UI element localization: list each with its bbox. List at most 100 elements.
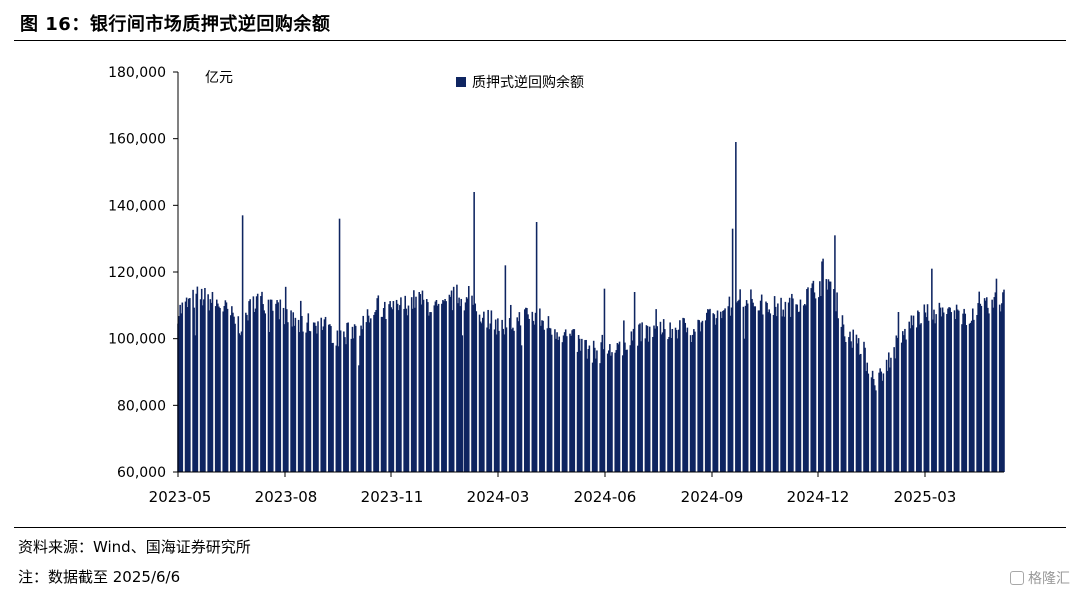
bar bbox=[849, 331, 851, 472]
bar bbox=[369, 318, 372, 472]
bar bbox=[829, 281, 832, 472]
bar bbox=[623, 320, 625, 472]
bar bbox=[238, 333, 241, 472]
bar bbox=[610, 355, 612, 472]
bar bbox=[621, 355, 624, 472]
bar bbox=[736, 302, 738, 472]
bar bbox=[347, 322, 349, 472]
bar bbox=[437, 303, 440, 472]
bar bbox=[721, 318, 723, 472]
bar bbox=[359, 335, 361, 472]
bar bbox=[859, 353, 862, 472]
bar bbox=[571, 330, 573, 472]
bar bbox=[668, 336, 670, 472]
bar bbox=[894, 358, 897, 472]
bar bbox=[962, 313, 964, 472]
bar bbox=[905, 339, 907, 472]
bar bbox=[917, 310, 919, 472]
bar bbox=[263, 310, 265, 472]
bar bbox=[313, 322, 316, 472]
bar bbox=[851, 347, 853, 472]
bar bbox=[679, 320, 681, 472]
bar bbox=[592, 340, 595, 472]
bar bbox=[835, 311, 837, 472]
bar bbox=[275, 303, 277, 472]
bar bbox=[215, 299, 218, 472]
bar bbox=[531, 311, 534, 472]
bar bbox=[856, 343, 859, 472]
bar bbox=[719, 311, 722, 472]
bar bbox=[985, 297, 988, 472]
bar bbox=[742, 306, 745, 472]
bar bbox=[653, 325, 655, 472]
bar bbox=[606, 353, 609, 472]
bar bbox=[368, 322, 371, 472]
bar bbox=[253, 311, 256, 472]
bar bbox=[728, 296, 731, 472]
bar bbox=[307, 313, 310, 472]
bar bbox=[858, 354, 861, 472]
bar bbox=[870, 377, 873, 472]
bar bbox=[791, 293, 793, 472]
bar bbox=[788, 297, 791, 472]
bar bbox=[758, 310, 761, 472]
bar bbox=[760, 294, 763, 472]
bar bbox=[194, 335, 197, 472]
bar bbox=[810, 288, 813, 472]
bar bbox=[525, 307, 527, 472]
bar bbox=[599, 363, 601, 472]
bar bbox=[392, 301, 395, 472]
bar bbox=[955, 304, 958, 472]
bar bbox=[481, 317, 484, 472]
bar bbox=[825, 279, 828, 472]
bar bbox=[792, 298, 794, 472]
bar bbox=[366, 309, 369, 472]
bar bbox=[953, 310, 956, 472]
bar bbox=[988, 313, 990, 472]
bar bbox=[472, 304, 474, 472]
x-tick-label: 2023-08 bbox=[255, 488, 318, 506]
bar bbox=[654, 328, 656, 472]
bar bbox=[570, 335, 572, 472]
bar bbox=[697, 319, 699, 472]
bar bbox=[285, 309, 288, 472]
bar bbox=[218, 306, 220, 472]
bar bbox=[896, 337, 899, 472]
bar bbox=[698, 320, 701, 472]
bar bbox=[713, 314, 716, 472]
bar bbox=[731, 228, 734, 472]
bar bbox=[262, 304, 264, 472]
bar bbox=[901, 331, 904, 472]
bar bbox=[701, 320, 704, 472]
bar bbox=[495, 334, 498, 472]
bar bbox=[508, 318, 511, 472]
bar bbox=[358, 365, 360, 472]
bar bbox=[629, 345, 632, 472]
bar bbox=[399, 305, 401, 472]
bar bbox=[828, 281, 831, 472]
bar bbox=[564, 329, 567, 472]
bar bbox=[768, 309, 771, 472]
bar bbox=[404, 295, 407, 472]
bar bbox=[542, 320, 544, 472]
bar bbox=[367, 315, 370, 472]
bar bbox=[980, 305, 983, 472]
bar bbox=[338, 218, 341, 472]
bar bbox=[343, 331, 345, 472]
bar bbox=[844, 342, 847, 472]
bar bbox=[932, 319, 934, 472]
bar bbox=[689, 335, 692, 472]
bar bbox=[352, 338, 355, 472]
footer-rule bbox=[14, 527, 1066, 528]
bar bbox=[631, 340, 634, 472]
bar bbox=[268, 332, 271, 472]
bar bbox=[458, 297, 460, 472]
bar bbox=[502, 328, 505, 472]
bar bbox=[234, 323, 236, 472]
bar bbox=[970, 320, 973, 472]
bar bbox=[814, 298, 817, 472]
bar bbox=[503, 334, 506, 472]
bar bbox=[512, 327, 514, 472]
bar bbox=[456, 284, 458, 472]
bar bbox=[203, 299, 205, 472]
